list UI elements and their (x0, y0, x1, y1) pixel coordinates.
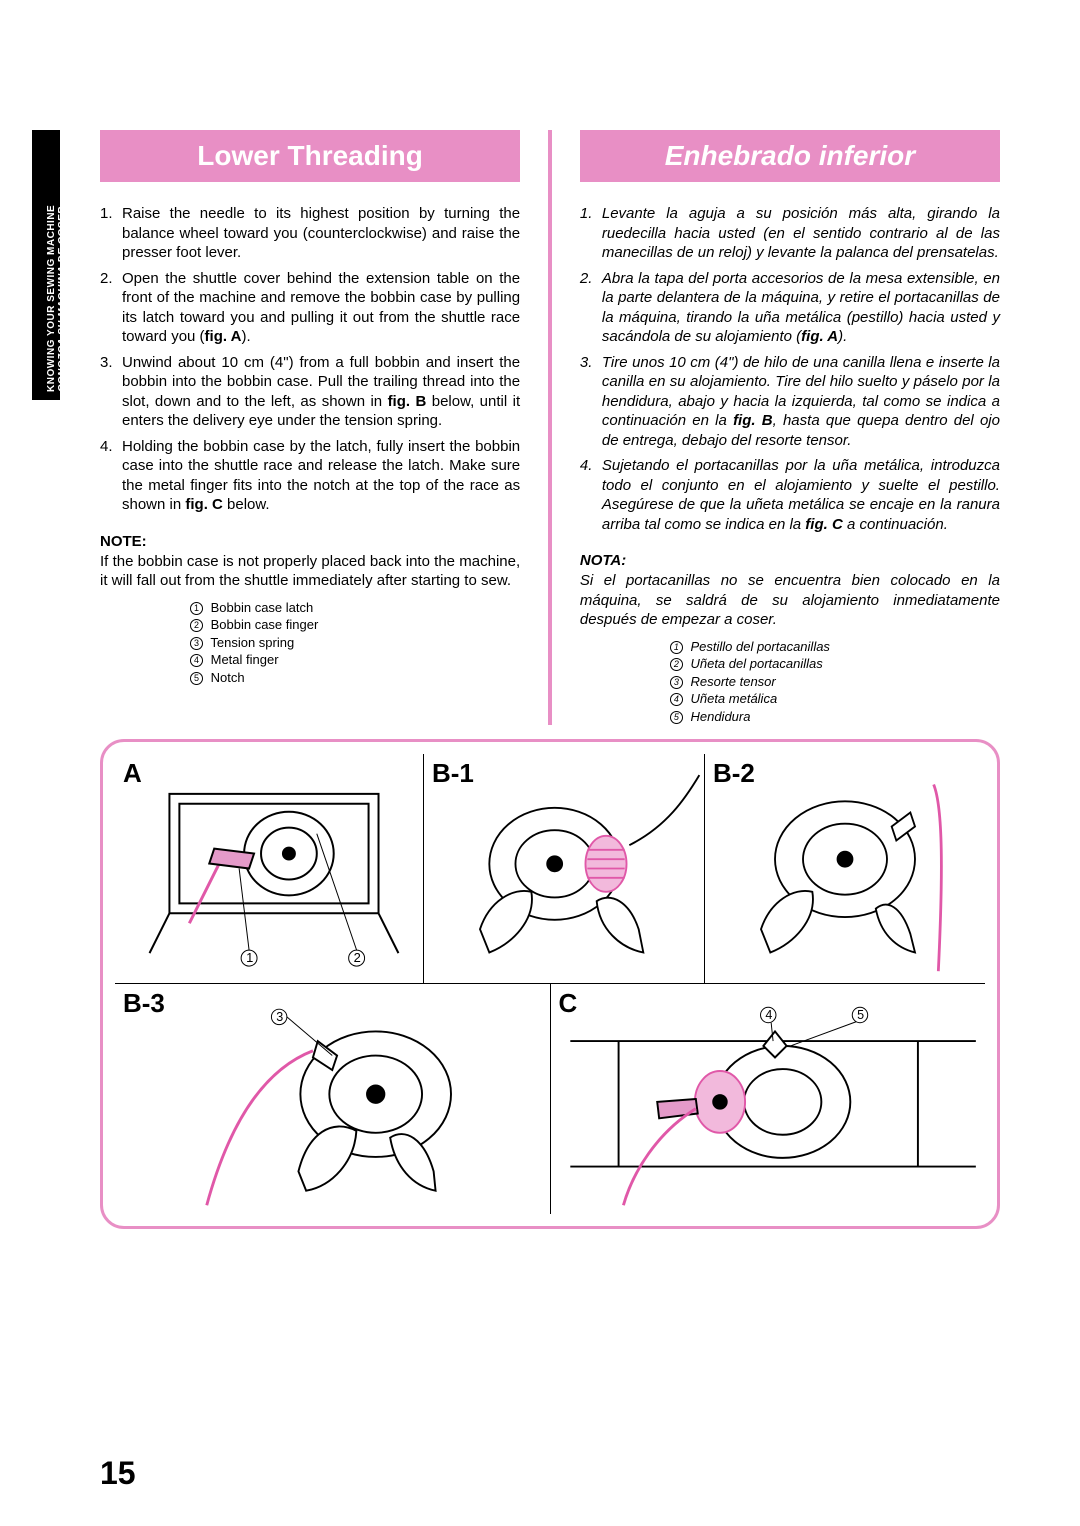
legend-item: 5 Hendidura (670, 708, 1000, 726)
callout-5: 5 (857, 1008, 864, 1022)
figure-c-svg: 4 5 (551, 984, 986, 1214)
figure-panel: A 1 (100, 739, 1000, 1229)
page-number: 15 (100, 1455, 136, 1492)
figure-b3-svg: 3 (115, 984, 550, 1214)
figure-b2: B-2 (705, 754, 985, 984)
legend-item: 1 Bobbin case latch (190, 599, 520, 617)
spanish-title: Enhebrado inferior (580, 130, 1000, 182)
legend-item: 2 Uñeta del portacanillas (670, 655, 1000, 673)
step-item: 1.Raise the needle to its highest positi… (100, 204, 520, 263)
figure-b2-svg (705, 754, 985, 983)
step-text: Abra la tapa del porta accesorios de la … (602, 269, 1000, 347)
step-text: Levante la aguja a su posición más alta,… (602, 204, 1000, 263)
step-number: 3. (580, 353, 602, 451)
step-number: 1. (100, 204, 122, 263)
figure-b1-svg (424, 754, 704, 983)
legend-item: 4 Uñeta metálica (670, 690, 1000, 708)
step-text: Tire unos 10 cm (4") de hilo de una cani… (602, 353, 1000, 451)
side-tab-line2: CONOZCA SU MAQUINA DE COSER (57, 132, 68, 392)
spanish-note-label: NOTA: (580, 552, 1000, 569)
legend-item: 5 Notch (190, 669, 520, 687)
step-item: 4.Holding the bobbin case by the latch, … (100, 437, 520, 515)
step-text: Open the shuttle cover behind the extens… (122, 269, 520, 347)
step-item: 3.Tire unos 10 cm (4") de hilo de una ca… (580, 353, 1000, 451)
step-item: 4.Sujetando el portacanillas por la uña … (580, 456, 1000, 534)
figure-b3: B-3 3 (115, 984, 551, 1214)
two-column-layout: Lower Threading 1.Raise the needle to it… (100, 130, 1000, 725)
callout-4: 4 (765, 1008, 772, 1022)
step-number: 2. (580, 269, 602, 347)
legend-item: 3 Resorte tensor (670, 673, 1000, 691)
figure-b1: B-1 (424, 754, 705, 984)
figure-a-svg: 1 2 (115, 754, 423, 983)
step-text: Sujetando el portacanillas por la uña me… (602, 456, 1000, 534)
english-column: Lower Threading 1.Raise the needle to it… (100, 130, 520, 725)
legend-item: 3 Tension spring (190, 634, 520, 652)
step-text: Holding the bobbin case by the latch, fu… (122, 437, 520, 515)
spanish-note-body: Si el portacanillas no se encuentra bien… (580, 571, 1000, 630)
english-steps: 1.Raise the needle to its highest positi… (100, 204, 520, 515)
legend-item: 4 Metal finger (190, 651, 520, 669)
legend-item: 2 Bobbin case finger (190, 616, 520, 634)
column-divider (548, 130, 552, 725)
step-item: 3.Unwind about 10 cm (4") from a full bo… (100, 353, 520, 431)
manual-page: KNOWING YOUR SEWING MACHINE CONOZCA SU M… (0, 0, 1080, 1526)
spanish-steps: 1.Levante la aguja a su posición más alt… (580, 204, 1000, 534)
step-item: 2.Open the shuttle cover behind the exte… (100, 269, 520, 347)
english-legend: 1 Bobbin case latch2 Bobbin case finger3… (100, 599, 520, 687)
step-text: Unwind about 10 cm (4") from a full bobb… (122, 353, 520, 431)
step-number: 3. (100, 353, 122, 431)
step-item: 2.Abra la tapa del porta accesorios de l… (580, 269, 1000, 347)
chapter-side-tab: KNOWING YOUR SEWING MACHINE CONOZCA SU M… (32, 130, 60, 400)
legend-item: 1 Pestillo del portacanillas (670, 638, 1000, 656)
callout-2: 2 (354, 950, 361, 965)
callout-1: 1 (246, 950, 253, 965)
step-number: 4. (580, 456, 602, 534)
figure-a: A 1 (115, 754, 424, 984)
spanish-column: Enhebrado inferior 1.Levante la aguja a … (580, 130, 1000, 725)
callout-3: 3 (276, 1010, 283, 1024)
step-number: 2. (100, 269, 122, 347)
side-tab-line1: KNOWING YOUR SEWING MACHINE (46, 132, 57, 392)
english-title: Lower Threading (100, 130, 520, 182)
english-note-label: NOTE: (100, 533, 520, 550)
step-text: Raise the needle to its highest position… (122, 204, 520, 263)
english-note-body: If the bobbin case is not properly place… (100, 552, 520, 591)
step-number: 4. (100, 437, 122, 515)
spanish-legend: 1 Pestillo del portacanillas2 Uñeta del … (580, 638, 1000, 726)
figure-c: C 4 (551, 984, 986, 1214)
step-item: 1.Levante la aguja a su posición más alt… (580, 204, 1000, 263)
step-number: 1. (580, 204, 602, 263)
